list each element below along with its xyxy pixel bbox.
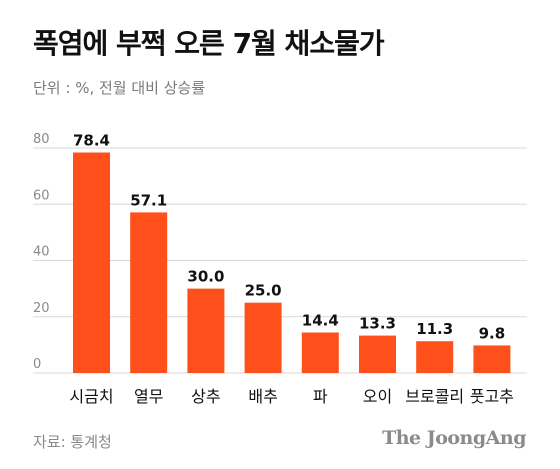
bar-value-label: 78.4	[73, 132, 110, 150]
category-label: 파	[313, 387, 328, 406]
category-label: 상추	[191, 387, 220, 406]
chart-title: 폭염에 부쩍 오른 7월 채소물가	[33, 27, 385, 60]
chart-subtitle: 단위 : %, 전월 대비 상승률	[33, 79, 206, 97]
y-tick-label: 80	[33, 132, 50, 147]
bar	[416, 341, 454, 373]
category-label: 풋고추	[470, 387, 514, 406]
category-label: 브로콜리	[405, 387, 464, 406]
bar	[130, 212, 168, 373]
bar-value-label: 25.0	[245, 282, 282, 300]
bar	[301, 332, 339, 373]
y-tick-label: 20	[33, 301, 50, 316]
bar	[473, 345, 511, 373]
category-label: 열무	[134, 387, 163, 406]
bar-value-label: 9.8	[479, 324, 506, 342]
bar-value-label: 57.1	[130, 191, 167, 209]
bar	[73, 152, 110, 373]
value-labels: 78.4 57.1 30.0 25.0 14.4 13.3 11.3 9.8	[73, 132, 505, 343]
category-labels: 시금치 열무 상추 배추 파 오이 브로콜리 풋고추	[69, 387, 514, 406]
bars	[73, 152, 511, 373]
y-tick-label: 40	[33, 245, 50, 260]
y-axis-ticks: 0 20 40 60 80	[33, 132, 50, 372]
category-label: 오이	[363, 387, 392, 406]
y-tick-label: 60	[33, 188, 50, 203]
bar-value-label: 11.3	[416, 320, 453, 338]
category-label: 배추	[248, 387, 277, 406]
bar-value-label: 30.0	[187, 268, 224, 286]
category-label: 시금치	[69, 387, 113, 406]
brand-logo: The JoongAng	[382, 427, 526, 449]
y-tick-label: 0	[33, 357, 41, 372]
bar	[244, 302, 282, 373]
bar	[187, 288, 225, 373]
source-note: 자료: 통계청	[33, 433, 112, 451]
bar	[359, 335, 396, 373]
bar-value-label: 13.3	[359, 315, 396, 333]
bar-value-label: 14.4	[302, 312, 339, 330]
